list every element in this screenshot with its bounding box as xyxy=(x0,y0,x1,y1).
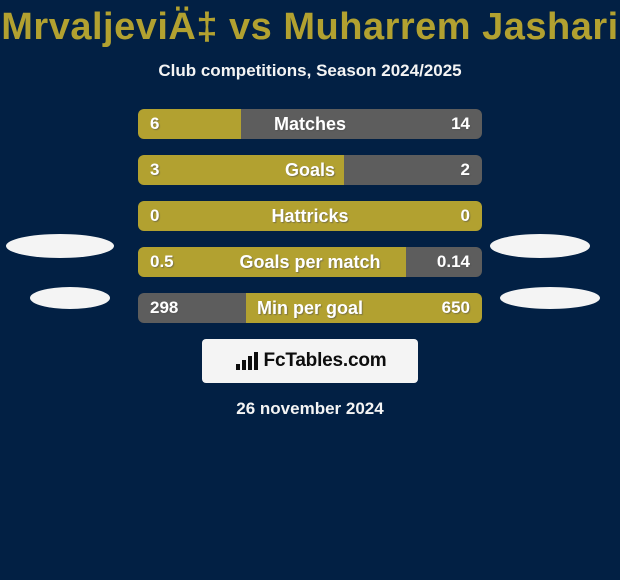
page-title: MrvaljeviÄ‡ vs Muharrem Jashari xyxy=(0,0,620,49)
value-right: 2 xyxy=(461,155,470,185)
value-right: 0 xyxy=(461,201,470,231)
bar-left xyxy=(138,201,310,231)
footer-date: 26 november 2024 xyxy=(0,399,620,419)
value-right: 14 xyxy=(451,109,470,139)
value-left: 3 xyxy=(150,155,159,185)
value-left: 0 xyxy=(150,201,159,231)
value-right: 650 xyxy=(442,293,470,323)
bar-track xyxy=(138,109,482,139)
brand-text: FcTables.com xyxy=(264,350,387,372)
stat-row: 0.50.14Goals per match xyxy=(0,247,620,277)
bar-track xyxy=(138,201,482,231)
bar-left xyxy=(138,155,344,185)
brand-badge: FcTables.com xyxy=(202,339,418,383)
stat-row: 00Hattricks xyxy=(0,201,620,231)
stat-row: 614Matches xyxy=(0,109,620,139)
page-subtitle: Club competitions, Season 2024/2025 xyxy=(0,61,620,81)
value-left: 0.5 xyxy=(150,247,174,277)
bar-right xyxy=(310,201,482,231)
comparison-chart: 614Matches32Goals00Hattricks0.50.14Goals… xyxy=(0,109,620,419)
value-left: 298 xyxy=(150,293,178,323)
bar-track xyxy=(138,247,482,277)
bar-track xyxy=(138,293,482,323)
bar-chart-icon xyxy=(234,350,260,372)
bar-left xyxy=(138,247,406,277)
stat-row: 32Goals xyxy=(0,155,620,185)
bar-track xyxy=(138,155,482,185)
value-left: 6 xyxy=(150,109,159,139)
value-right: 0.14 xyxy=(437,247,470,277)
page-root: MrvaljeviÄ‡ vs Muharrem Jashari Club com… xyxy=(0,0,620,580)
stat-row: 298650Min per goal xyxy=(0,293,620,323)
bar-right xyxy=(241,109,482,139)
